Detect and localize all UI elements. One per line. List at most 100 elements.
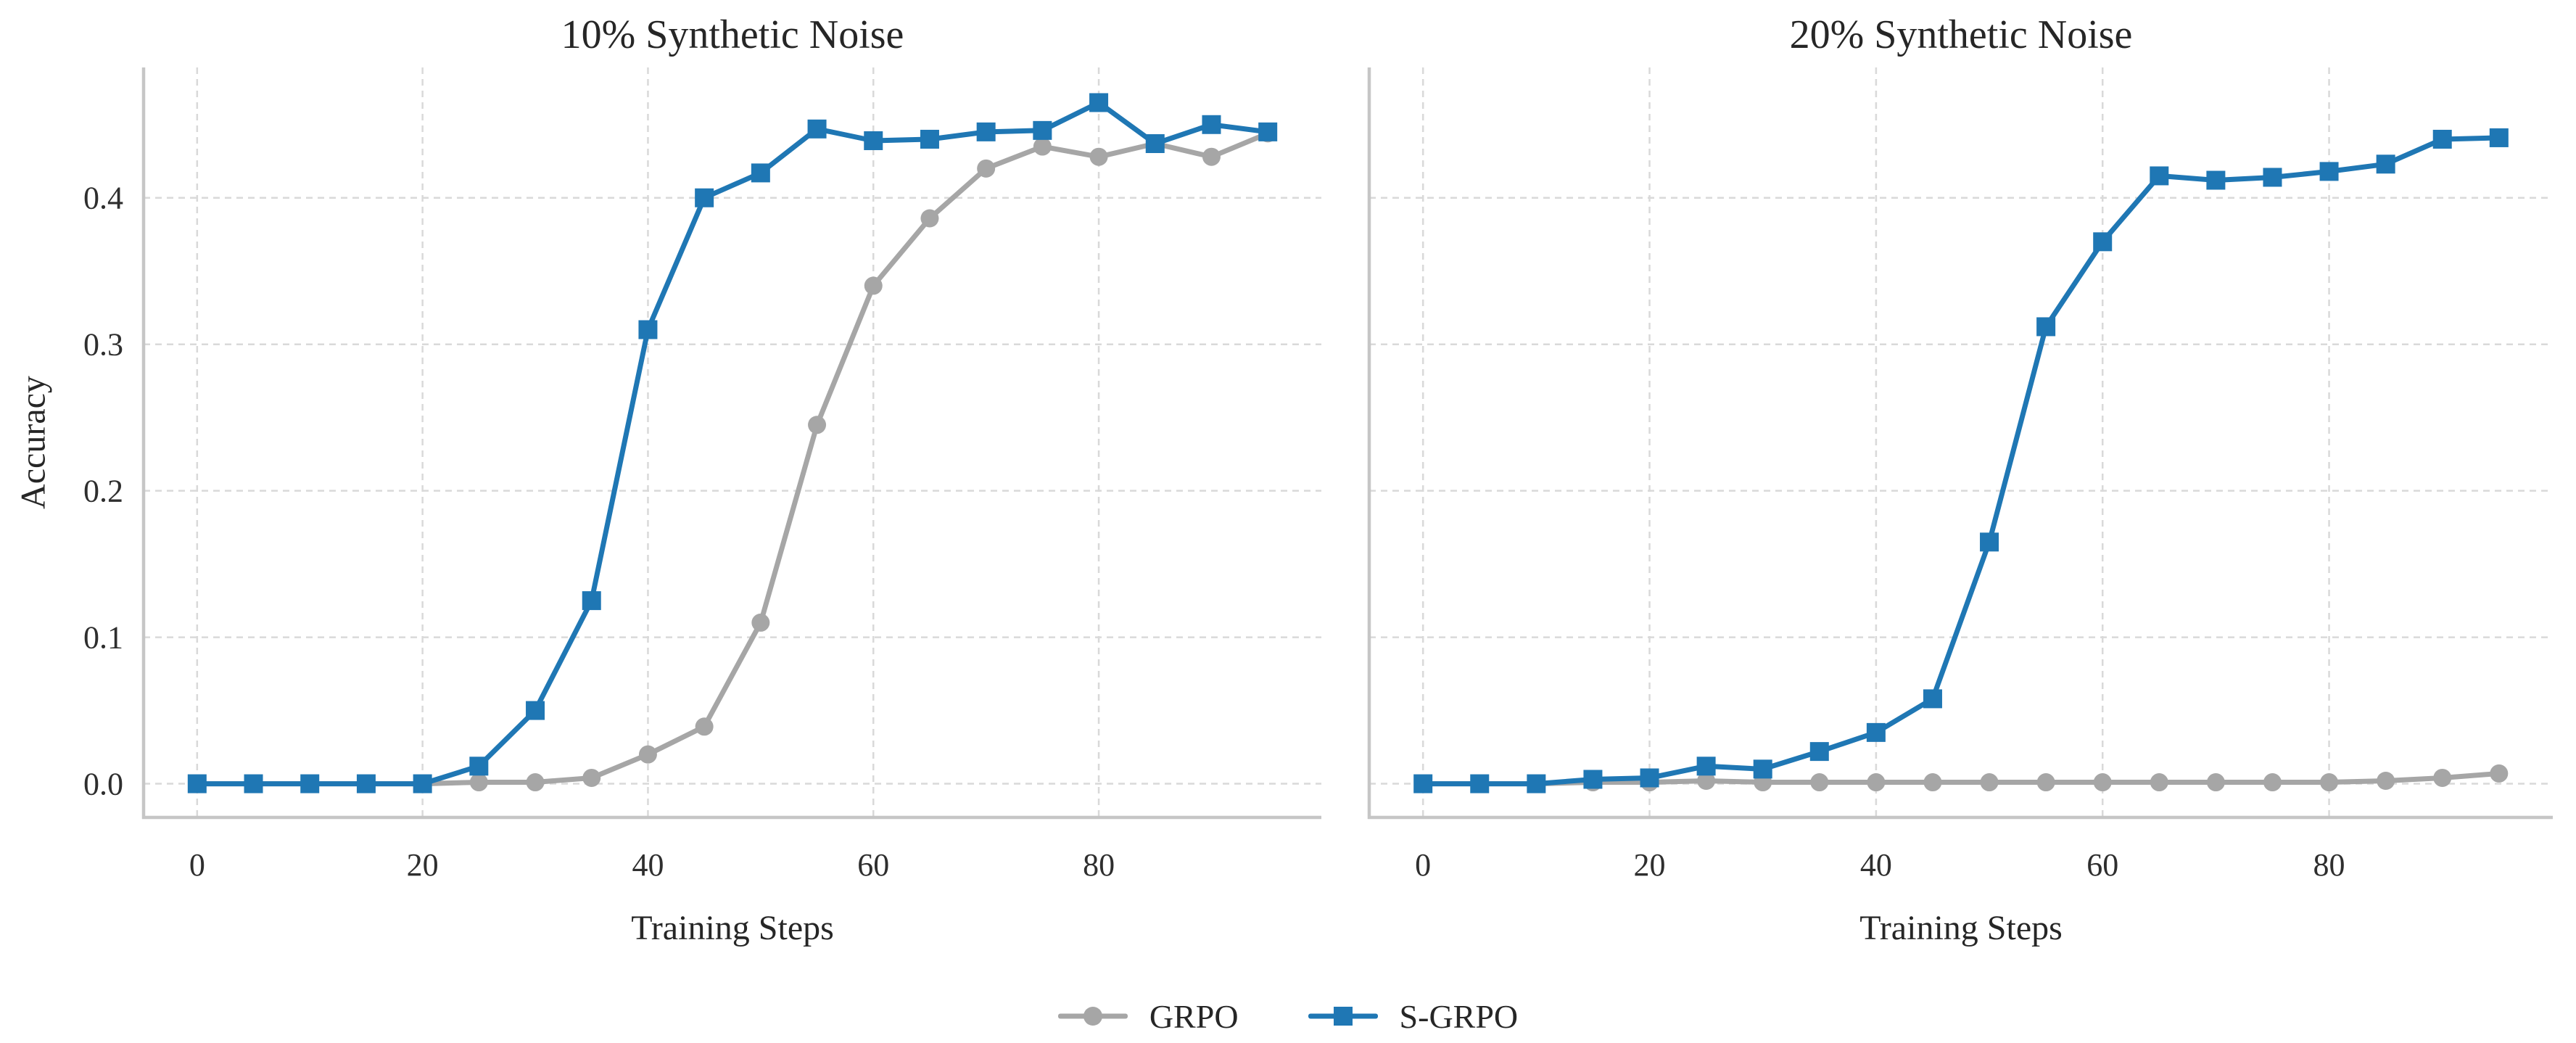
y-tick-label: 0.1	[83, 620, 123, 656]
square-marker	[1202, 115, 1221, 134]
square-marker	[2489, 128, 2509, 147]
square-marker	[469, 757, 489, 776]
circle-marker	[2036, 773, 2055, 792]
square-marker	[300, 774, 320, 793]
circle-marker	[1202, 147, 1221, 166]
circle-marker	[526, 773, 545, 792]
square-marker	[807, 119, 827, 139]
circle-marker	[2263, 773, 2282, 792]
circle-marker	[920, 209, 939, 228]
square-marker	[2093, 232, 2113, 252]
square-marker	[1583, 770, 1603, 789]
series-s-grpo	[1413, 128, 2509, 793]
square-marker	[2206, 170, 2226, 190]
square-marker	[1923, 689, 1942, 709]
s-grpo-line-marker-swatch	[1308, 1005, 1378, 1027]
y-tick-label: 0.4	[83, 181, 123, 216]
square-marker	[864, 131, 883, 150]
square-marker	[976, 122, 996, 141]
x-tick-label: 20	[407, 847, 439, 883]
square-marker	[1696, 757, 1716, 776]
series-markers-s-grpo	[187, 93, 1278, 793]
square-marker	[2432, 129, 2452, 149]
series-line-s-grpo	[1420, 135, 2502, 787]
square-marker	[1640, 768, 1659, 788]
series-markers-s-grpo	[1413, 128, 2509, 793]
circle-marker	[1810, 773, 1829, 792]
square-marker	[1089, 93, 1109, 112]
axes-spines	[141, 67, 1321, 820]
circle-marker	[582, 768, 601, 787]
y-tick-labels: 0.0 0.1 0.2 0.3 0.4	[83, 181, 123, 802]
axes-spines	[1367, 67, 2553, 820]
circle-marker	[695, 717, 714, 736]
square-marker	[1413, 774, 1433, 793]
circle-marker	[2150, 773, 2168, 792]
circle-marker	[2320, 773, 2339, 792]
legend-item-grpo: GRPO	[1057, 997, 1239, 1036]
left-plot-title: 10% Synthetic Noise	[561, 12, 904, 57]
circle-marker	[2377, 772, 2395, 791]
circle-marker	[2490, 764, 2509, 783]
square-marker	[695, 188, 714, 207]
legend: GRPO S-GRPO	[0, 991, 2576, 1042]
gridlines	[144, 67, 1321, 817]
x-tick-label: 60	[2086, 847, 2118, 883]
grpo-line-marker-swatch	[1057, 1005, 1128, 1027]
x-tick-labels: 0 20 40 60 80	[189, 847, 1115, 883]
square-marker	[244, 774, 263, 793]
square-marker	[2319, 162, 2339, 181]
legend-label-grpo: GRPO	[1149, 997, 1239, 1035]
circle-marker	[751, 613, 770, 632]
square-marker	[1033, 120, 1052, 140]
y-tick-label: 0.3	[83, 327, 123, 363]
square-marker	[2036, 317, 2056, 337]
x-tick-label: 20	[1634, 847, 1666, 883]
x-tick-label: 80	[1083, 847, 1115, 883]
series-s-grpo	[187, 93, 1278, 793]
x-tick-label: 40	[1860, 847, 1892, 883]
circle-marker	[864, 276, 883, 295]
circle-marker	[1089, 147, 1108, 166]
square-marker	[920, 129, 939, 149]
x-tick-label: 80	[2313, 847, 2345, 883]
circle-marker	[638, 745, 657, 764]
square-marker	[1809, 742, 1829, 762]
right-x-axis-label: Training Steps	[1859, 909, 2063, 947]
square-marker	[356, 774, 376, 793]
square-marker	[1866, 722, 1886, 742]
legend-label-s-grpo: S-GRPO	[1399, 997, 1519, 1035]
circle-marker	[977, 159, 996, 178]
circle-marker	[1033, 137, 1052, 156]
square-marker	[751, 163, 770, 183]
square-marker	[2150, 166, 2169, 186]
circle-marker	[2433, 768, 2452, 787]
x-tick-label: 0	[189, 847, 205, 883]
square-marker	[1258, 122, 1278, 141]
circle-marker	[2206, 773, 2225, 792]
circle-marker	[1867, 773, 1886, 792]
y-axis-label: Accuracy	[14, 376, 53, 509]
x-tick-label: 40	[632, 847, 664, 883]
x-tick-label: 60	[857, 847, 889, 883]
x-tick-labels: 0 20 40 60 80	[1415, 847, 2345, 883]
circle-marker	[1923, 773, 1942, 792]
y-tick-label: 0.2	[83, 474, 123, 509]
gridlines	[1369, 67, 2553, 817]
square-marker	[526, 701, 545, 720]
square-marker	[1980, 532, 1999, 552]
square-marker	[1470, 774, 1490, 793]
circle-marker	[469, 773, 488, 792]
square-marker	[187, 774, 207, 793]
square-marker	[1753, 759, 1772, 779]
circle-marker	[1697, 772, 1716, 791]
circle-marker	[1980, 773, 1999, 792]
square-marker	[413, 774, 432, 793]
circle-marker	[2093, 773, 2112, 792]
square-marker	[1527, 774, 1546, 793]
y-tick-label: 0.0	[83, 767, 123, 802]
square-marker	[582, 591, 601, 611]
